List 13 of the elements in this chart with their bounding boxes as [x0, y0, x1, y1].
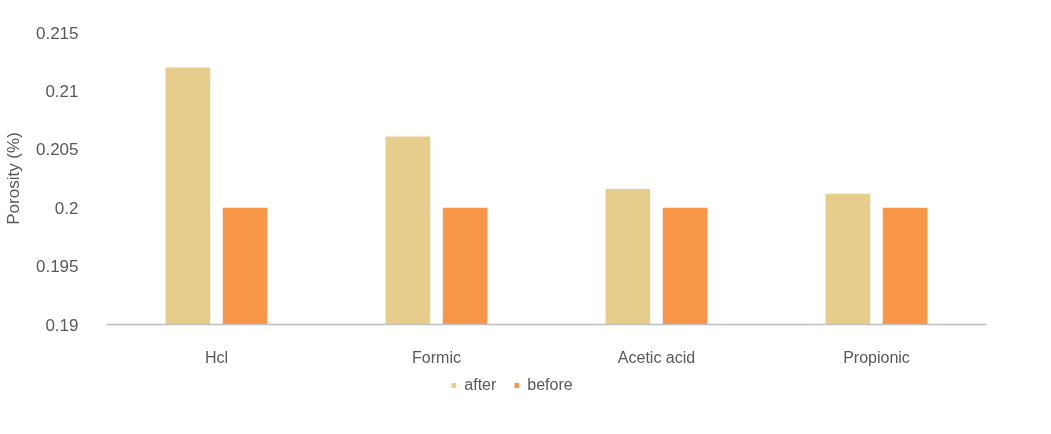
y-tick-label: 0.2 — [54, 198, 79, 218]
legend-label: after — [464, 376, 497, 394]
y-tick-label: 0.19 — [45, 315, 79, 335]
y-axis-title: Porosity (%) — [3, 132, 23, 225]
legend-label: before — [527, 376, 573, 394]
x-tick-label: Formic — [412, 348, 461, 366]
y-tick-label: 0.195 — [35, 257, 79, 277]
y-tick-label: 0.215 — [35, 23, 79, 43]
x-tick-label: Acetic acid — [617, 348, 696, 366]
y-tick-label: 0.21 — [45, 81, 79, 101]
x-tick-label: Hcl — [204, 348, 229, 366]
x-tick-label: Propionic — [843, 348, 910, 366]
y-tick-label: 0.205 — [35, 140, 79, 160]
